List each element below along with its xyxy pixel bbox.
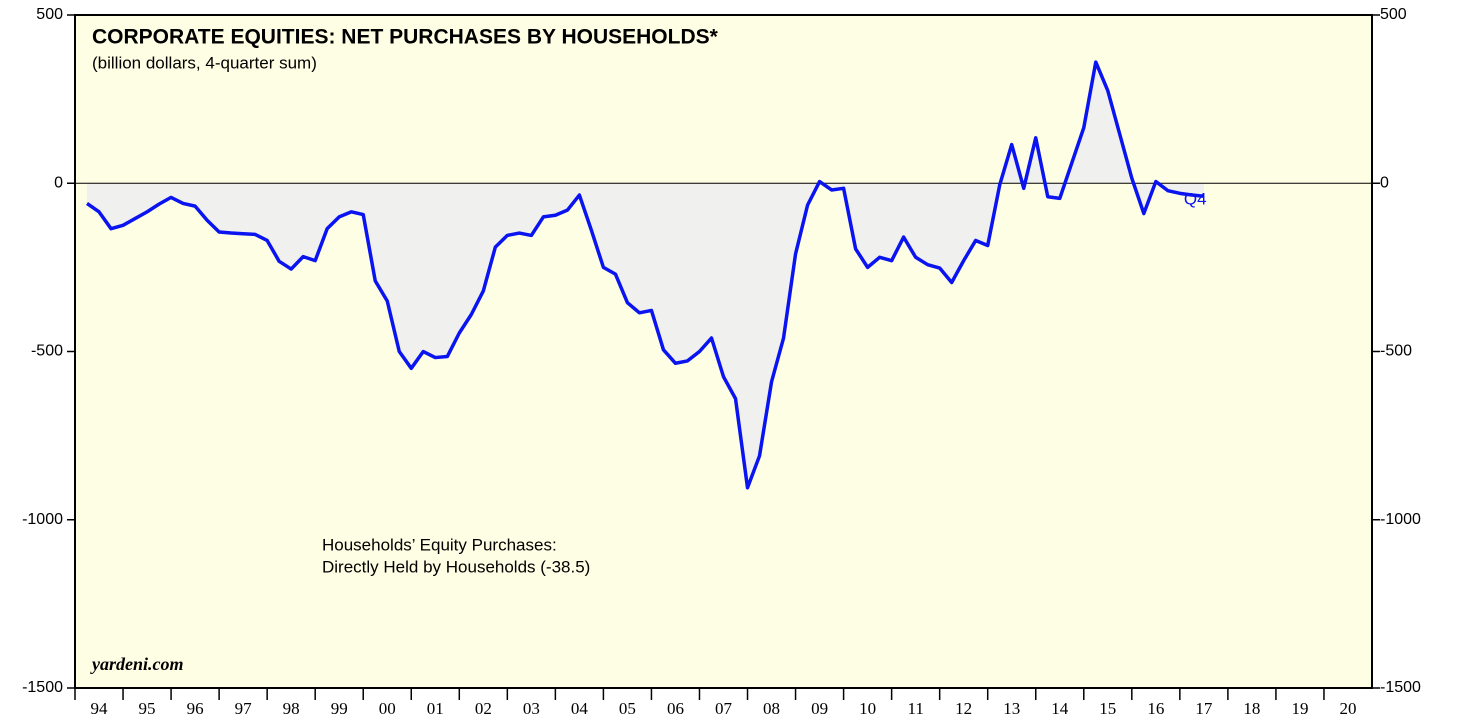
x-tick-label: 01: [427, 699, 444, 718]
x-tick-label: 07: [715, 699, 733, 718]
y-tick-label: 500: [36, 6, 63, 23]
x-tick-label: 10: [859, 699, 876, 718]
x-tick-label: 11: [907, 699, 923, 718]
y-tick-label: 0: [54, 174, 63, 191]
chart-subtitle: (billion dollars, 4-quarter sum): [92, 53, 317, 72]
x-tick-label: 09: [811, 699, 828, 718]
x-tick-label: 05: [619, 699, 636, 718]
x-tick-label: 96: [187, 699, 204, 718]
x-tick-label: 19: [1291, 699, 1308, 718]
y-tick-label: -500: [31, 343, 63, 360]
x-tick-label: 02: [475, 699, 492, 718]
x-tick-label: 17: [1195, 699, 1213, 718]
x-tick-label: 14: [1051, 699, 1069, 718]
x-tick-label: 95: [139, 699, 156, 718]
end-label: Q4: [1184, 190, 1207, 209]
x-tick-label: 94: [91, 699, 109, 718]
x-tick-label: 15: [1099, 699, 1116, 718]
x-tick-label: 06: [667, 699, 684, 718]
x-tick-label: 12: [955, 699, 972, 718]
y2-tick-label: 500: [1380, 6, 1407, 23]
x-tick-label: 03: [523, 699, 540, 718]
x-tick-label: 16: [1147, 699, 1164, 718]
y2-tick-label: 0: [1380, 174, 1389, 191]
y2-tick-label: -1500: [1380, 679, 1421, 696]
y2-tick-label: -500: [1380, 343, 1412, 360]
y-tick-label: -1500: [22, 679, 63, 696]
x-tick-label: 13: [1003, 699, 1020, 718]
x-tick-label: 20: [1339, 699, 1356, 718]
line: [86, 60, 1205, 490]
x-tick-label: 99: [331, 699, 348, 718]
y-tick-label: -1000: [22, 511, 63, 528]
x-tick-label: 04: [571, 699, 589, 718]
annotation: Households’ Equity Purchases:: [322, 535, 557, 554]
x-tick-label: 18: [1243, 699, 1260, 718]
x-tick-label: 98: [283, 699, 300, 718]
chart-title: CORPORATE EQUITIES: NET PURCHASES BY HOU…: [92, 26, 719, 49]
x-tick-label: 97: [235, 699, 253, 718]
area: [87, 62, 1204, 488]
source: yardeni.com: [90, 654, 184, 674]
x-tick-label: 00: [379, 699, 396, 718]
x-tick-label: 08: [763, 699, 780, 718]
annotation: Directly Held by Households (-38.5): [322, 557, 590, 576]
y2-tick-label: -1000: [1380, 511, 1421, 528]
